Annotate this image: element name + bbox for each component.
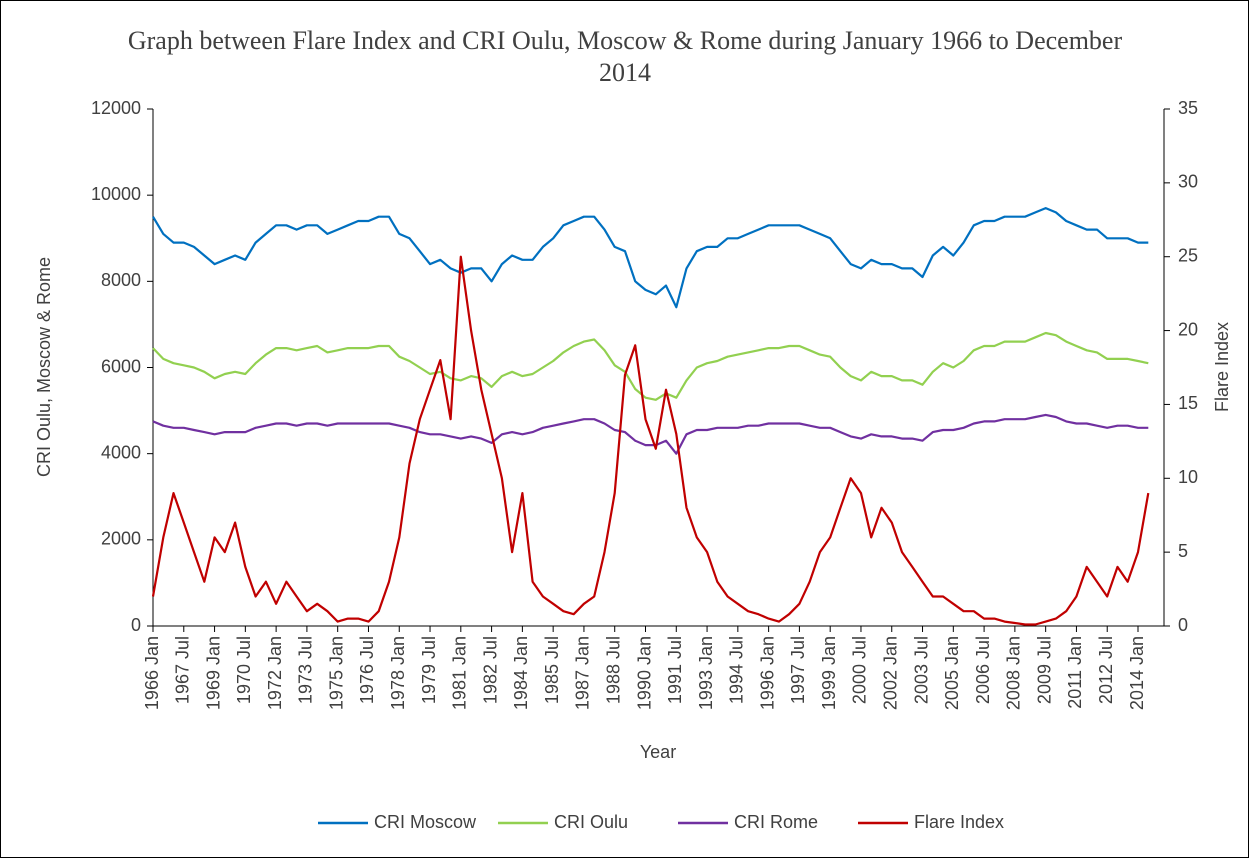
x-tick-label: 2005 Jan bbox=[942, 636, 962, 710]
y2-tick-label: 20 bbox=[1178, 319, 1198, 339]
x-tick-label: 2009 Jul bbox=[1034, 636, 1054, 704]
x-tick-label: 1987 Jan bbox=[573, 636, 593, 710]
y2-tick-label: 30 bbox=[1178, 172, 1198, 192]
x-tick-label: 1972 Jan bbox=[265, 636, 285, 710]
x-tick-label: 2006 Jul bbox=[973, 636, 993, 704]
x-tick-label: 1999 Jan bbox=[819, 636, 839, 710]
x-axis-title: Year bbox=[640, 742, 676, 762]
y2-tick-label: 35 bbox=[1178, 98, 1198, 118]
y-tick-label: 12000 bbox=[91, 98, 141, 118]
x-tick-label: 2014 Jan bbox=[1127, 636, 1147, 710]
x-tick-label: 1996 Jan bbox=[757, 636, 777, 710]
x-tick-label: 1981 Jan bbox=[450, 636, 470, 710]
x-tick-label: 1973 Jul bbox=[296, 636, 316, 704]
x-tick-label: 2002 Jan bbox=[881, 636, 901, 710]
y2-tick-label: 0 bbox=[1178, 615, 1188, 635]
y2-tick-label: 10 bbox=[1178, 467, 1198, 487]
y-tick-label: 4000 bbox=[101, 442, 141, 462]
x-tick-label: 2012 Jul bbox=[1096, 636, 1116, 704]
x-tick-label: 1978 Jan bbox=[388, 636, 408, 710]
legend-label: CRI Moscow bbox=[374, 812, 477, 832]
x-tick-label: 1976 Jul bbox=[357, 636, 377, 704]
y-tick-label: 10000 bbox=[91, 184, 141, 204]
x-tick-label: 1984 Jan bbox=[511, 636, 531, 710]
y-tick-label: 0 bbox=[131, 615, 141, 635]
y2-axis-title: Flare Index bbox=[1212, 322, 1232, 412]
x-tick-label: 2003 Jul bbox=[911, 636, 931, 704]
legend-label: Flare Index bbox=[914, 812, 1004, 832]
series-line bbox=[152, 207, 1149, 309]
y2-tick-label: 15 bbox=[1178, 393, 1198, 413]
y-tick-label: 8000 bbox=[101, 270, 141, 290]
x-tick-label: 1997 Jul bbox=[788, 636, 808, 704]
legend-label: CRI Oulu bbox=[554, 812, 628, 832]
x-tick-label: 1994 Jul bbox=[727, 636, 747, 704]
x-tick-label: 1991 Jul bbox=[665, 636, 685, 704]
x-tick-label: 1982 Jul bbox=[480, 636, 500, 704]
y2-tick-label: 5 bbox=[1178, 541, 1188, 561]
legend-label: CRI Rome bbox=[734, 812, 818, 832]
series-line bbox=[152, 413, 1149, 455]
chart-title: Graph between Flare Index and CRI Oulu, … bbox=[127, 26, 1123, 87]
y-tick-label: 2000 bbox=[101, 529, 141, 549]
y2-tick-label: 25 bbox=[1178, 245, 1198, 265]
series-line bbox=[151, 255, 1150, 626]
series-line bbox=[152, 331, 1149, 401]
x-tick-label: 1993 Jan bbox=[696, 636, 716, 710]
x-tick-label: 1990 Jan bbox=[634, 636, 654, 710]
x-tick-label: 2011 Jan bbox=[1065, 636, 1085, 709]
y-axis-title: CRI Oulu, Moscow & Rome bbox=[34, 257, 54, 477]
x-tick-label: 2000 Jul bbox=[850, 636, 870, 704]
x-tick-label: 1975 Jan bbox=[326, 636, 346, 710]
x-tick-label: 1988 Jul bbox=[603, 636, 623, 704]
x-tick-label: 1979 Jul bbox=[419, 636, 439, 704]
x-tick-label: 2008 Jan bbox=[1004, 636, 1024, 710]
x-tick-label: 1969 Jan bbox=[203, 636, 223, 710]
y-tick-label: 6000 bbox=[101, 356, 141, 376]
x-tick-label: 1970 Jul bbox=[234, 636, 254, 704]
x-tick-label: 1967 Jul bbox=[173, 636, 193, 704]
x-tick-label: 1985 Jul bbox=[542, 636, 562, 704]
x-tick-label: 1966 Jan bbox=[142, 636, 162, 710]
